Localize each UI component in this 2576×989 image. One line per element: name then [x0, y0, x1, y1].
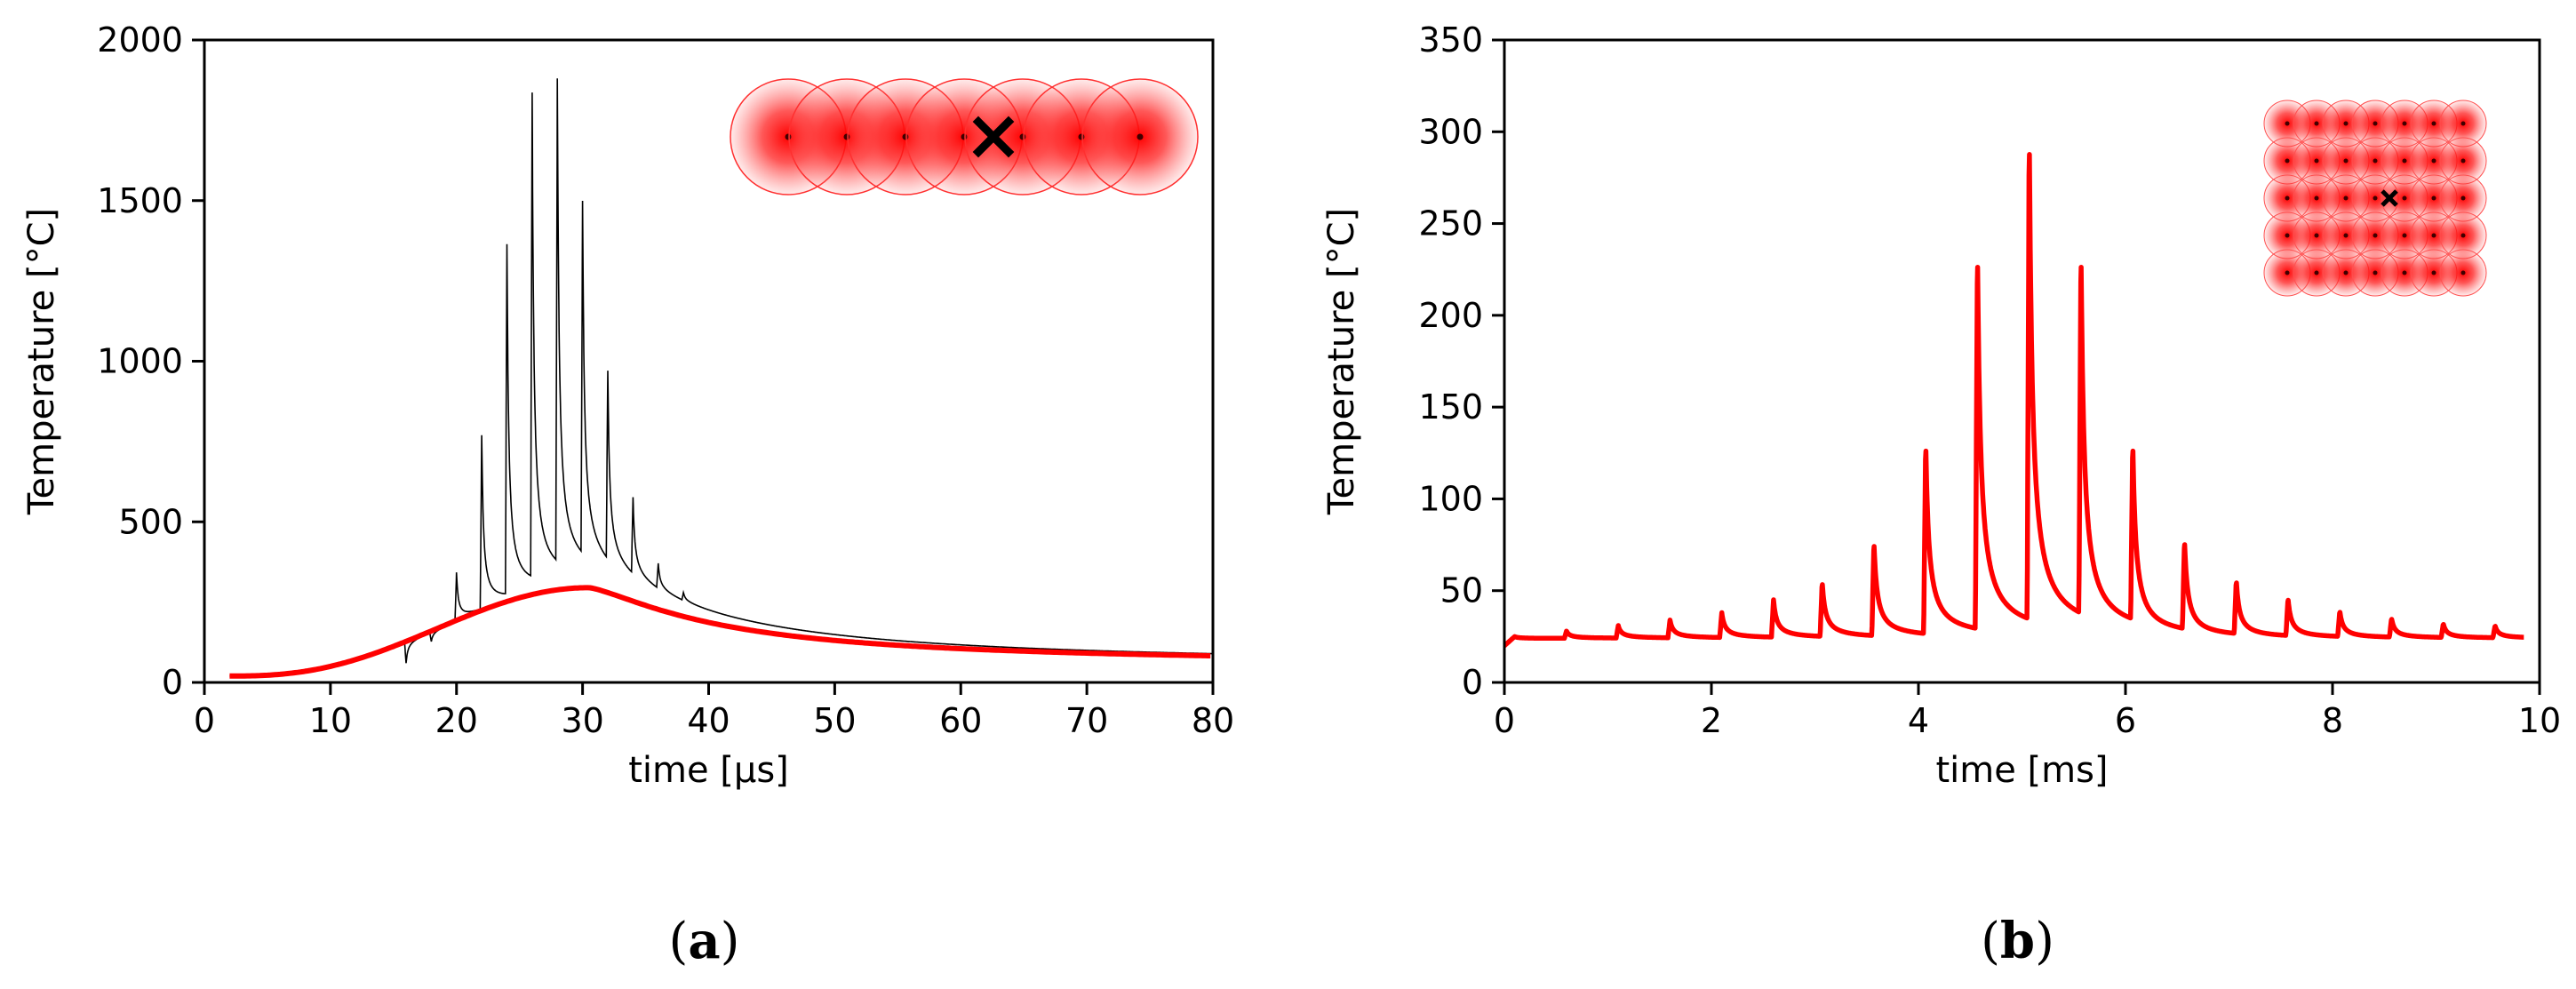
inset-spot-center — [2314, 195, 2319, 201]
chart-a-panel-letter: a — [688, 912, 720, 970]
y-tick-label: 0 — [1462, 663, 1483, 702]
x-tick-label: 40 — [687, 701, 730, 740]
inset-spot-center — [2431, 233, 2436, 238]
inset-spot-center — [2460, 121, 2466, 126]
x-tick-label: 20 — [435, 701, 478, 740]
inset-spot-center — [2285, 158, 2290, 164]
chart-a-inset-spot-row — [730, 78, 1199, 195]
y-tick-label: 200 — [1418, 296, 1483, 335]
chart-a-x-axis-label: time [µs] — [628, 750, 789, 791]
inset-spot-center — [2285, 195, 2290, 201]
y-tick-label: 1500 — [97, 181, 183, 220]
y-tick-label: 2000 — [97, 20, 183, 60]
inset-spot-center — [2402, 270, 2407, 275]
chart-a-x-axis: 0 10 20 30 40 50 60 70 80 — [194, 682, 1234, 740]
x-tick-label: 2 — [1701, 701, 1722, 740]
x-tick-label: 0 — [1494, 701, 1515, 740]
inset-spot-center — [2431, 158, 2436, 164]
y-tick-label: 150 — [1418, 387, 1483, 427]
inset-spot-center — [2343, 270, 2349, 275]
y-tick-label: 1000 — [97, 342, 183, 381]
inset-spot-center — [2402, 158, 2407, 164]
inset-spot-center — [2460, 233, 2466, 238]
chart-a-panel-label: (a) — [668, 912, 739, 970]
inset-spot-center — [2343, 195, 2349, 201]
x-tick-label: 60 — [939, 701, 982, 740]
chart-a-y-axis-label: Temperature [°C] — [21, 208, 62, 515]
inset-spot-center — [2285, 233, 2290, 238]
x-tick-label: 10 — [2518, 701, 2561, 740]
chart-a-y-axis: 0 500 1000 1500 2000 — [97, 20, 204, 702]
chart-b-x-axis-label: time [ms] — [1935, 750, 2108, 791]
chart-b-curves — [1502, 152, 2526, 649]
x-tick-label: 50 — [813, 701, 856, 740]
x-tick-label: 8 — [2322, 701, 2343, 740]
y-tick-label: 250 — [1418, 204, 1483, 243]
inset-spot-center — [2314, 270, 2319, 275]
y-tick-label: 350 — [1418, 20, 1483, 60]
inset-spot-center — [2314, 233, 2319, 238]
chart-b-inset-spot-grid — [2263, 100, 2487, 297]
inset-spot-center — [2402, 233, 2407, 238]
inset-spot-center — [2343, 121, 2349, 126]
inset-spot-center — [2343, 158, 2349, 164]
chart-b-y-axis: 0 50 100 150 200 250 300 350 — [1418, 20, 1504, 702]
inset-spot-center — [2314, 158, 2319, 164]
inset-x-marker-icon — [2381, 189, 2398, 207]
chart-b-panel-letter: b — [2000, 912, 2035, 970]
inset-spot-center — [2314, 121, 2319, 126]
y-tick-label: 300 — [1418, 112, 1483, 151]
x-tick-label: 4 — [1908, 701, 1929, 740]
inset-spot-center — [2460, 270, 2466, 275]
inset-spot-center — [2431, 195, 2436, 201]
y-tick-label: 50 — [1440, 571, 1483, 610]
inset-spot-center — [2373, 158, 2378, 164]
x-tick-label: 30 — [561, 701, 603, 740]
inset-x-marker-icon — [972, 116, 1015, 158]
inset-spot-center — [2373, 195, 2378, 201]
chart-b-panel-label: (b) — [1981, 912, 2054, 970]
chart-b-x-axis: 0 2 4 6 8 10 — [1494, 682, 2561, 740]
inset-spot-center — [2285, 270, 2290, 275]
inset-spot-center — [2373, 270, 2378, 275]
x-tick-label: 6 — [2115, 701, 2136, 740]
chart-b-plot-frame — [1503, 38, 2541, 684]
y-tick-label: 500 — [118, 502, 183, 541]
inset-spot-center — [2343, 233, 2349, 238]
inset-spot-center — [2460, 158, 2466, 164]
inset-spot-center — [2402, 195, 2407, 201]
inset-spot-center — [2431, 121, 2436, 126]
inset-spot-center — [2373, 121, 2378, 126]
inset-spot-center — [2460, 195, 2466, 201]
inset-spot-center — [2431, 270, 2436, 275]
x-tick-label: 0 — [194, 701, 215, 740]
inset-spot-center — [2285, 121, 2290, 126]
x-tick-label: 80 — [1192, 701, 1234, 740]
x-tick-label: 70 — [1065, 701, 1108, 740]
chart-a-curves — [229, 78, 1213, 679]
x-tick-label: 10 — [309, 701, 352, 740]
y-tick-label: 100 — [1418, 479, 1483, 518]
inset-spot-center — [1136, 133, 1144, 140]
chart-b-y-axis-label: Temperature [°C] — [1321, 208, 1362, 515]
chart-panel-a: 0 10 20 30 40 50 60 70 80 0 500 1000 1500 2000 time … — [21, 20, 1234, 970]
y-tick-label: 0 — [162, 663, 183, 702]
inset-spot-center — [2402, 121, 2407, 126]
chart-b-series-line — [1502, 152, 2526, 649]
chart-a-series-thick-line — [229, 585, 1211, 679]
inset-spot-center — [2373, 233, 2378, 238]
